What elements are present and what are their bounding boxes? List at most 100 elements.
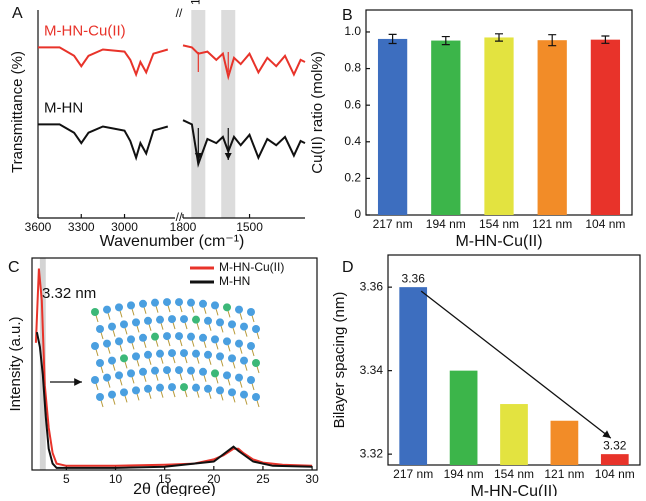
lipid-head [187, 298, 195, 307]
lipid-head [132, 318, 140, 327]
bar [590, 39, 621, 215]
y-tick-label: 0.4 [344, 134, 361, 148]
lipid-head [204, 384, 212, 393]
y-axis-title: Intensity (a.u.) [7, 316, 24, 411]
lipid-head [211, 369, 219, 378]
xrd-line [34, 268, 313, 467]
lipid-head [247, 376, 255, 384]
lipid-head [199, 299, 207, 308]
lipid-head [168, 315, 176, 324]
lipid-head [163, 332, 171, 341]
lipid-head [91, 342, 99, 350]
marker-band [221, 10, 236, 218]
lipid-head [132, 386, 140, 395]
x-tick-label: 25 [256, 472, 270, 486]
lipid-head [175, 298, 183, 307]
x-tick-label: 5 [63, 472, 70, 486]
lipid-head [163, 366, 171, 375]
y-tick-label: 3.34 [360, 363, 384, 377]
lipid-head [216, 352, 224, 361]
lipid-head [127, 301, 135, 310]
lipid-head [252, 359, 260, 367]
lipid-head [168, 383, 176, 392]
lipid-head [151, 332, 159, 341]
x-tick-label: 104 nm [595, 467, 635, 481]
lipid-head [108, 390, 116, 399]
x-tick-label: 194 nm [444, 467, 484, 481]
error-bar [548, 34, 557, 47]
highlight-band [39, 258, 46, 470]
lipid-head [204, 350, 212, 359]
lipid-head [103, 373, 111, 382]
lipid-head [192, 315, 200, 324]
x-tick-label: 10 [109, 472, 123, 486]
lipid-head [91, 308, 99, 316]
lipid-head [139, 333, 147, 342]
lipid-head [120, 388, 128, 397]
lipid-head [175, 332, 183, 341]
lipid-head [96, 393, 104, 401]
trend-arrow [420, 290, 612, 439]
x-tick-label: 217 nm [373, 217, 413, 231]
lipid-head [127, 369, 135, 378]
lipid-head [132, 352, 140, 361]
lipid-head [228, 354, 236, 363]
x-tick-label: 1800 [170, 220, 197, 234]
lipid-head [175, 366, 183, 375]
lipid-head [204, 316, 212, 325]
lipid-head [235, 305, 243, 314]
bar [600, 454, 629, 465]
lipid-head [151, 298, 159, 307]
x-tick-label: 194 nm [426, 217, 466, 231]
lipid-head [235, 339, 243, 348]
lipid-head [187, 366, 195, 375]
annotation: 3.32 nm [42, 285, 96, 302]
lipid-head [211, 335, 219, 344]
lipid-head [91, 376, 99, 384]
lipid-head [144, 316, 152, 325]
error-bar [388, 33, 397, 45]
y-tick-label: 0.6 [344, 97, 361, 111]
value-label: 3.32 [603, 438, 627, 452]
y-tick-label: 1.0 [344, 24, 361, 38]
series-label: M-HN [44, 99, 83, 116]
spectrum-line [38, 44, 306, 81]
lipid-head [223, 337, 231, 346]
lipid-head [120, 320, 128, 329]
lipid-head [168, 349, 176, 358]
panel-label: C [8, 259, 20, 276]
x-tick-label: 104 nm [585, 217, 625, 231]
x-tick-label: 154 nm [494, 467, 534, 481]
y-tick-label: 3.36 [360, 279, 384, 293]
value-label: 3.36 [402, 271, 426, 285]
marker-band [191, 10, 206, 218]
panel-label: A [12, 5, 23, 22]
lipid-head [235, 373, 243, 382]
bar [537, 40, 567, 215]
x-axis-title: M-HN-Cu(II) [455, 233, 542, 250]
lipid-head [247, 308, 255, 316]
lipid-head [127, 335, 135, 344]
lipid-head [247, 342, 255, 350]
x-tick-label: 3600 [25, 220, 52, 234]
lipid-head [228, 388, 236, 397]
bar [500, 404, 528, 465]
error-bar [601, 35, 610, 44]
lipid-head [115, 371, 123, 380]
y-tick-label: 0 [354, 207, 361, 221]
xrd-line [35, 332, 313, 469]
y-tick-label: 0.8 [344, 61, 361, 75]
x-tick-label: 217 nm [393, 467, 433, 481]
legend-label: M-HN [219, 274, 250, 288]
lipid-head [108, 322, 116, 331]
y-tick-label: 0.2 [344, 171, 361, 185]
x-tick-label: 121 nm [532, 217, 572, 231]
lipid-head [199, 367, 207, 376]
lipid-head [192, 383, 200, 392]
y-tick-label: 3.32 [360, 446, 384, 460]
y-axis-title: Cu(II) ratio (mol%) [309, 51, 326, 174]
axis-break: // [176, 6, 183, 20]
lipid-head [223, 303, 231, 312]
lipid-head [223, 371, 231, 380]
